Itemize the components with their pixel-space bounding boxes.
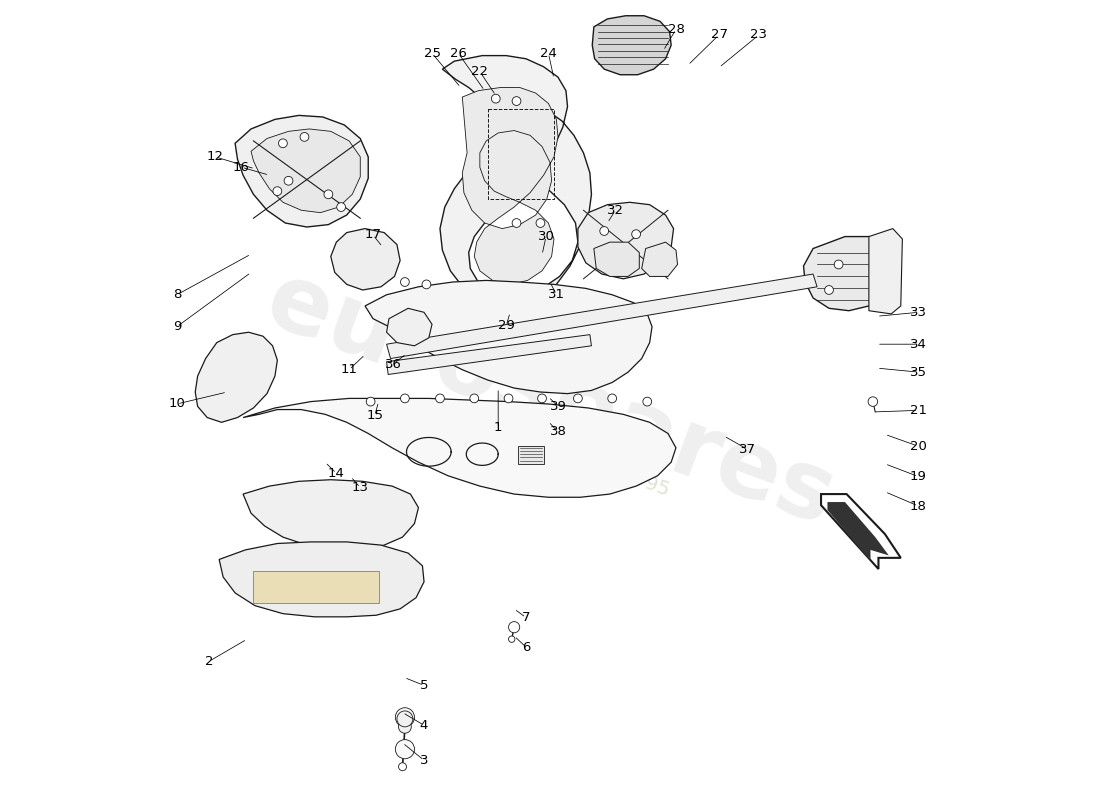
Circle shape — [366, 398, 375, 406]
Text: 24: 24 — [540, 46, 557, 60]
Polygon shape — [803, 237, 893, 310]
Polygon shape — [641, 242, 678, 277]
Text: 26: 26 — [450, 46, 466, 60]
Polygon shape — [386, 274, 817, 358]
Circle shape — [400, 278, 409, 286]
Text: 8: 8 — [173, 288, 182, 302]
Circle shape — [513, 218, 521, 227]
Text: 15: 15 — [366, 410, 383, 422]
Text: 10: 10 — [168, 398, 185, 410]
Text: 6: 6 — [521, 641, 530, 654]
Polygon shape — [251, 129, 361, 213]
Text: eurospares: eurospares — [254, 254, 846, 546]
Polygon shape — [462, 87, 558, 285]
Circle shape — [300, 133, 309, 142]
Circle shape — [422, 280, 431, 289]
Circle shape — [284, 176, 293, 185]
Text: 28: 28 — [668, 22, 684, 36]
Text: 20: 20 — [910, 440, 927, 453]
Text: 32: 32 — [607, 204, 624, 217]
Polygon shape — [386, 308, 432, 346]
Text: 7: 7 — [521, 611, 530, 624]
Text: 17: 17 — [364, 229, 382, 242]
Circle shape — [337, 202, 345, 211]
Circle shape — [395, 740, 415, 758]
Circle shape — [642, 398, 651, 406]
Circle shape — [278, 139, 287, 148]
Text: 29: 29 — [497, 319, 515, 332]
Text: 33: 33 — [910, 306, 927, 319]
Polygon shape — [243, 480, 418, 550]
Text: 11: 11 — [341, 363, 358, 376]
Polygon shape — [386, 334, 592, 374]
Polygon shape — [243, 398, 676, 498]
Circle shape — [608, 394, 617, 402]
Circle shape — [573, 394, 582, 402]
Polygon shape — [592, 16, 671, 74]
Text: 22: 22 — [471, 65, 488, 78]
Text: 27: 27 — [711, 28, 727, 42]
Text: 3: 3 — [420, 754, 428, 767]
Text: 9: 9 — [173, 320, 182, 333]
Polygon shape — [440, 56, 592, 306]
Text: 19: 19 — [910, 470, 927, 483]
Circle shape — [398, 762, 407, 770]
Text: a unique parts since 1995: a unique parts since 1995 — [428, 395, 672, 500]
Text: 31: 31 — [548, 288, 565, 302]
Circle shape — [513, 97, 521, 106]
Polygon shape — [827, 502, 889, 561]
Text: 1: 1 — [494, 422, 503, 434]
Circle shape — [397, 711, 412, 727]
Text: 18: 18 — [910, 499, 927, 513]
Text: 14: 14 — [328, 467, 344, 480]
Circle shape — [834, 260, 843, 269]
Circle shape — [400, 394, 409, 402]
Text: 37: 37 — [739, 443, 756, 456]
Polygon shape — [578, 202, 673, 279]
Polygon shape — [821, 494, 901, 569]
Polygon shape — [365, 281, 652, 394]
Circle shape — [631, 230, 640, 238]
Text: 13: 13 — [352, 481, 368, 494]
Polygon shape — [235, 115, 368, 227]
Text: 12: 12 — [207, 150, 223, 163]
Text: 21: 21 — [910, 404, 927, 417]
Text: 34: 34 — [910, 338, 927, 350]
Text: 36: 36 — [385, 358, 402, 370]
Polygon shape — [219, 542, 424, 617]
Text: 35: 35 — [910, 366, 927, 378]
Text: 2: 2 — [205, 655, 213, 668]
Circle shape — [324, 190, 333, 198]
Circle shape — [825, 286, 834, 294]
Circle shape — [398, 721, 411, 734]
Circle shape — [470, 394, 478, 402]
Circle shape — [600, 226, 608, 235]
Circle shape — [508, 636, 515, 642]
Circle shape — [868, 397, 878, 406]
Text: 39: 39 — [550, 400, 566, 413]
Polygon shape — [195, 332, 277, 422]
Circle shape — [492, 94, 500, 103]
Text: 30: 30 — [538, 230, 554, 243]
Polygon shape — [594, 242, 639, 277]
Circle shape — [508, 622, 519, 633]
Text: 38: 38 — [550, 426, 566, 438]
Circle shape — [504, 394, 513, 402]
Text: 23: 23 — [750, 28, 768, 42]
Circle shape — [273, 186, 282, 195]
Text: 4: 4 — [420, 718, 428, 732]
Text: 25: 25 — [424, 46, 440, 60]
Circle shape — [536, 218, 544, 227]
Polygon shape — [331, 229, 400, 290]
Polygon shape — [518, 446, 543, 464]
Polygon shape — [253, 571, 378, 603]
Circle shape — [436, 394, 444, 402]
Circle shape — [538, 394, 547, 402]
Text: 5: 5 — [420, 679, 428, 692]
Circle shape — [395, 708, 415, 727]
Polygon shape — [869, 229, 902, 314]
Text: 16: 16 — [233, 161, 250, 174]
